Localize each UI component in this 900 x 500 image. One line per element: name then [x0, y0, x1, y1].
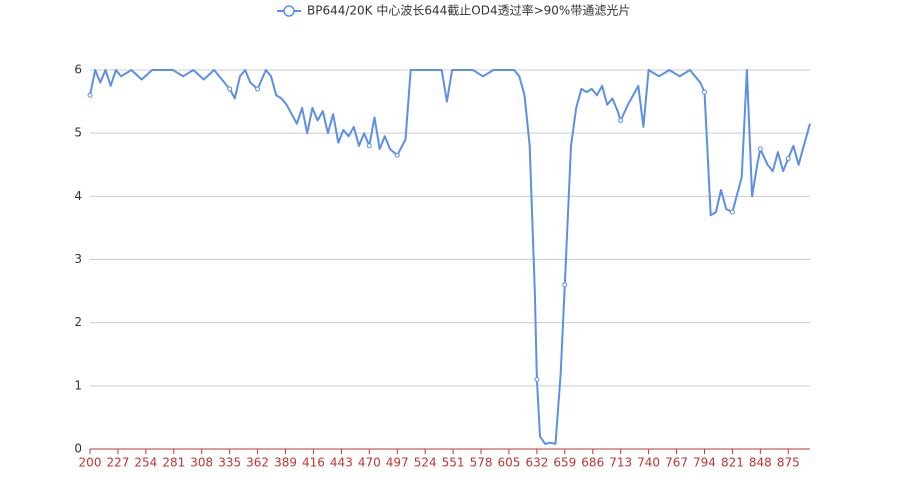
x-tick-label: 713 [609, 456, 632, 470]
x-tick-label: 443 [330, 456, 353, 470]
x-tick-label: 659 [553, 456, 576, 470]
x-tick-label: 605 [498, 456, 521, 470]
series-point [785, 155, 791, 161]
y-tick-label: 2 [74, 315, 82, 329]
series-point [562, 282, 568, 288]
x-tick-label: 686 [581, 456, 604, 470]
x-tick-label: 335 [218, 456, 241, 470]
x-tick-label: 794 [693, 456, 716, 470]
series-point [255, 86, 261, 92]
y-tick-label: 6 [74, 63, 82, 77]
x-tick-label: 254 [134, 456, 157, 470]
x-tick-label: 497 [386, 456, 409, 470]
x-tick-label: 848 [749, 456, 772, 470]
series-point [618, 118, 624, 124]
x-tick-label: 227 [106, 456, 129, 470]
series-point [394, 152, 400, 158]
x-tick-label: 308 [190, 456, 213, 470]
series-point [757, 146, 763, 152]
x-tick-label: 362 [246, 456, 269, 470]
x-tick-label: 416 [302, 456, 325, 470]
series-point [87, 92, 93, 98]
series-point [534, 377, 540, 383]
x-tick-label: 578 [470, 456, 493, 470]
y-tick-label: 0 [74, 442, 82, 456]
x-tick-label: 821 [721, 456, 744, 470]
x-tick-label: 389 [274, 456, 297, 470]
y-tick-label: 4 [74, 189, 82, 203]
x-tick-label: 470 [358, 456, 381, 470]
series-point [366, 143, 372, 149]
x-tick-label: 281 [162, 456, 185, 470]
x-tick-label: 767 [665, 456, 688, 470]
legend-label: BP644/20K 中心波长644截止OD4透过率>90%带通滤光片 [307, 3, 630, 18]
x-tick-label: 200 [79, 456, 102, 470]
y-tick-label: 3 [74, 252, 82, 266]
x-tick-label: 740 [637, 456, 660, 470]
x-tick-label: 632 [525, 456, 548, 470]
series-point [701, 89, 707, 95]
legend[interactable]: BP644/20K 中心波长644截止OD4透过率>90%带通滤光片 [277, 3, 630, 18]
x-tick-label: 524 [414, 456, 437, 470]
x-tick-label: 551 [442, 456, 465, 470]
series-point [729, 209, 735, 215]
y-tick-label: 5 [74, 126, 82, 140]
series-point [227, 86, 233, 92]
x-tick-label: 875 [777, 456, 800, 470]
y-tick-label: 1 [74, 378, 82, 392]
series-line [89, 69, 811, 445]
legend-symbol [283, 5, 295, 17]
